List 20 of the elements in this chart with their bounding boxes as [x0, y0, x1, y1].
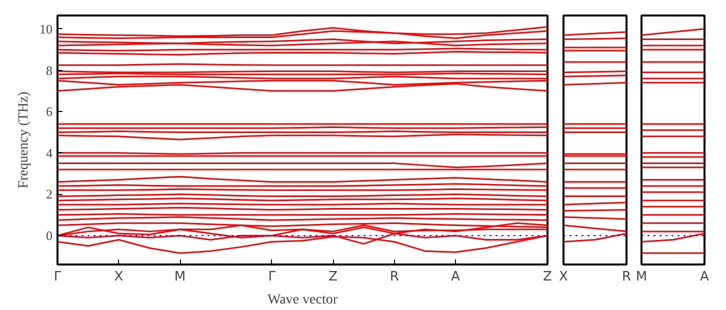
x-tick-label: R — [390, 270, 399, 284]
y-tick-label: 8 — [46, 62, 52, 78]
x-tick-label: R — [622, 270, 632, 284]
y-tick-label: 10 — [40, 21, 52, 36]
x-tick-label: X — [559, 270, 568, 284]
x-tick-label: X — [114, 270, 124, 284]
y-axis-title: Frequency (THz) — [16, 91, 32, 188]
x-tick-label: Γ — [54, 270, 62, 284]
x-tick-label: A — [700, 270, 710, 284]
x-tick-label: M — [174, 270, 186, 284]
x-axis-title: Wave vector — [268, 292, 338, 308]
x-tick-label: Z — [543, 270, 552, 284]
y-tick-label: 4 — [46, 145, 53, 160]
x-tick-label: M — [636, 270, 648, 284]
x-tick-label: Γ — [268, 270, 276, 284]
x-tick-label: A — [451, 270, 460, 284]
y-tick-label: 2 — [46, 186, 52, 202]
x-tick-label: Z — [328, 270, 338, 284]
y-tick-label: 0 — [46, 228, 52, 244]
y-tick-label: 6 — [46, 104, 53, 120]
